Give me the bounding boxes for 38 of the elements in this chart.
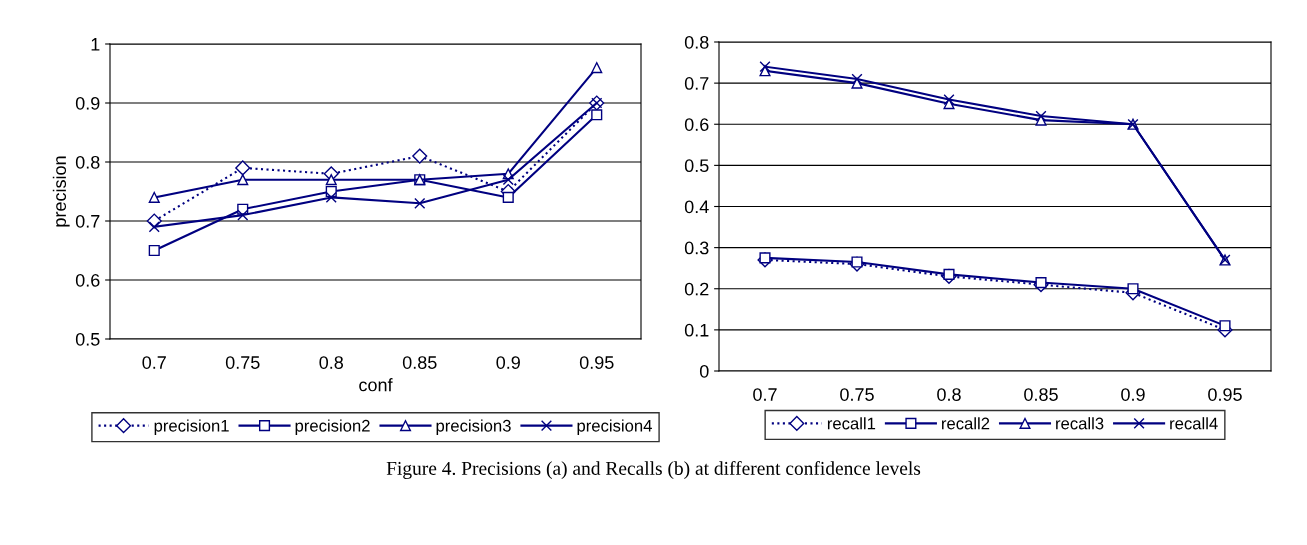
y-tick-label: 0.9 (75, 96, 100, 110)
y-tick-label: 0.6 (684, 118, 709, 131)
y-tick-label: 0.5 (684, 159, 709, 173)
x-tick-label: 0.85 (402, 356, 437, 369)
y-tick-label: 1 (91, 38, 100, 51)
y-tick-label: 0.6 (75, 273, 100, 287)
x-tick-label: 0.7 (753, 388, 777, 401)
legend-label: recall3 (1056, 417, 1104, 430)
legend-label: precision4 (577, 419, 652, 435)
x-tick-label: 0.9 (1121, 388, 1145, 401)
x-axis-title: conf (359, 378, 393, 392)
y-tick-label: 0.2 (684, 282, 709, 296)
x-tick-label: 0.75 (225, 356, 260, 369)
legend-label: precision2 (295, 419, 370, 435)
x-tick-label: 0.75 (840, 388, 874, 401)
legend-label: precision1 (154, 419, 229, 435)
y-tick-label: 0.1 (684, 323, 709, 337)
legend-label: recall2 (942, 417, 990, 430)
x-tick-label: 0.8 (937, 388, 961, 401)
y-tick-label: 0.5 (75, 332, 100, 346)
legend-label: precision3 (436, 419, 511, 435)
y-tick-label: 0.7 (75, 214, 100, 228)
legend-label: recall1 (827, 417, 876, 430)
x-tick-label: 0.95 (579, 356, 614, 369)
y-tick-label: 0.7 (684, 77, 709, 90)
y-tick-label: 0.8 (75, 155, 100, 169)
y-tick-label: 0 (699, 364, 709, 378)
x-tick-label: 0.95 (1208, 388, 1242, 401)
x-tick-label: 0.8 (319, 356, 344, 369)
y-tick-label: 0.4 (684, 200, 709, 214)
x-tick-label: 0.9 (496, 356, 520, 369)
y-tick-label: 0.3 (684, 241, 709, 255)
caption: Figure 4. Precisions (a) and Recalls (b) at different confidence levels (386, 461, 921, 479)
y-tick-label: 0.8 (684, 35, 709, 49)
legend-label: recall4 (1170, 417, 1218, 430)
x-tick-label: 0.7 (142, 356, 166, 369)
y-axis-title: precision (52, 156, 70, 227)
x-tick-label: 0.85 (1024, 388, 1058, 401)
